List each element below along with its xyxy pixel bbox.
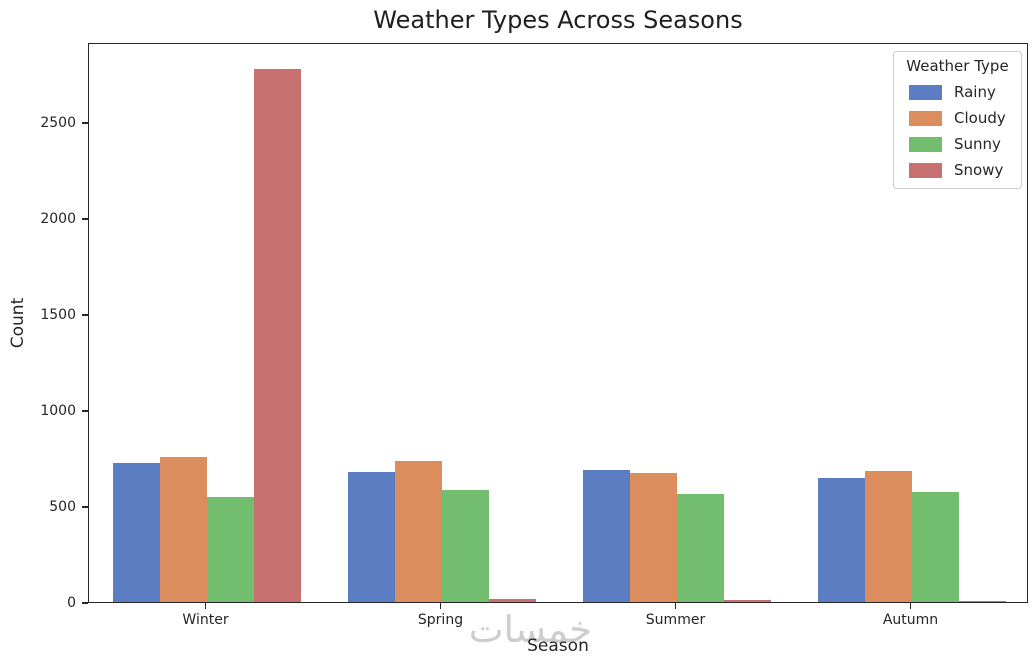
legend-swatch-rainy (909, 84, 942, 100)
y-tick-mark (82, 602, 88, 604)
x-tick-label: Winter (182, 612, 229, 628)
bar-sunny-spring (441, 490, 489, 602)
y-tick-label: 2500 (40, 115, 76, 132)
bar-rainy-spring (347, 472, 395, 602)
y-tick-label: 1500 (40, 307, 76, 324)
bar-sunny-winter (206, 496, 254, 602)
x-tick-mark (439, 603, 442, 609)
y-tick-label: 500 (49, 499, 76, 515)
bar-cloudy-summer (629, 473, 677, 602)
bar-snowy-spring (488, 599, 536, 602)
bar-cloudy-spring (394, 460, 442, 602)
y-tick-mark (82, 506, 88, 508)
y-tick-label: 1000 (40, 403, 76, 420)
bar-snowy-summer (723, 599, 771, 602)
legend-item-rainy: Rainy (902, 83, 1013, 101)
bar-snowy-autumn (958, 600, 1006, 602)
y-tick-mark (82, 122, 88, 124)
plot-area (88, 43, 1028, 603)
y-tick-label: 0 (67, 595, 76, 611)
x-tick-label: Summer (645, 612, 706, 628)
x-tick-mark (909, 603, 912, 609)
bar-rainy-autumn (817, 477, 865, 602)
x-tick-label: Autumn (882, 612, 939, 628)
legend-label-cloudy: Cloudy (954, 109, 1006, 127)
legend-label-sunny: Sunny (954, 135, 1001, 153)
legend-label-rainy: Rainy (954, 83, 996, 101)
y-tick-mark (82, 218, 88, 220)
bar-cloudy-autumn (864, 470, 912, 602)
y-tick-mark (82, 410, 88, 412)
x-tick-label: Spring (417, 612, 464, 628)
bar-rainy-winter (112, 463, 160, 602)
x-axis-label: Season (527, 636, 589, 656)
chart-title: Weather Types Across Seasons (373, 6, 743, 34)
legend-label-snowy: Snowy (954, 161, 1004, 179)
watermark: خمسات (468, 608, 593, 651)
y-tick-label: 2000 (40, 211, 76, 228)
bar-rainy-summer (582, 469, 630, 602)
legend-title: Weather Type (906, 57, 1009, 75)
y-tick-mark (82, 314, 88, 316)
x-tick-mark (674, 603, 677, 609)
bar-sunny-autumn (911, 492, 959, 602)
legend: Weather Type Rainy Cloudy Sunny Snowy (893, 51, 1022, 189)
x-tick-mark (204, 603, 207, 609)
bar-snowy-winter (253, 69, 301, 602)
legend-swatch-cloudy (909, 110, 942, 126)
bar-cloudy-winter (159, 457, 207, 602)
legend-swatch-snowy (909, 162, 942, 178)
legend-item-cloudy: Cloudy (902, 109, 1013, 127)
legend-item-snowy: Snowy (902, 161, 1013, 179)
legend-swatch-sunny (909, 136, 942, 152)
legend-items: Rainy Cloudy Sunny Snowy (902, 83, 1013, 179)
legend-item-sunny: Sunny (902, 135, 1013, 153)
bar-sunny-summer (676, 494, 724, 602)
